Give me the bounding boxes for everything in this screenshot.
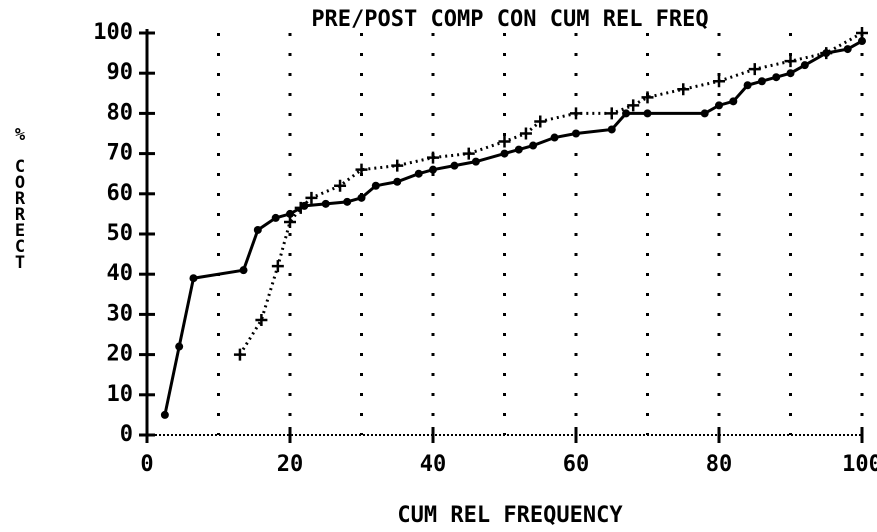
data-point (715, 101, 723, 110)
y-tick-label: 70 (107, 141, 134, 166)
data-point (271, 213, 280, 222)
data-point (393, 177, 402, 186)
data-point (305, 191, 318, 204)
x-tick-label: 60 (563, 452, 590, 477)
data-point (786, 69, 795, 78)
data-point (471, 157, 480, 166)
x-tick-label: 100 (842, 452, 877, 477)
data-point (627, 99, 640, 112)
x-tick-label: 0 (140, 452, 153, 477)
y-tick-label: 0 (120, 422, 133, 447)
data-point (772, 73, 781, 82)
data-point (284, 215, 296, 228)
y-tick-label: 60 (107, 181, 134, 206)
y-tick-label: 10 (107, 382, 134, 407)
y-tick-label: 100 (93, 20, 133, 45)
data-point (233, 348, 246, 361)
data-point (843, 45, 852, 54)
data-point (189, 274, 198, 283)
y-axis-label: % CORRECT (10, 125, 30, 269)
x-tick-label: 20 (277, 452, 304, 477)
data-point (856, 27, 868, 39)
data-point (743, 81, 752, 90)
x-tick-label: 80 (706, 452, 733, 477)
data-line (238, 31, 863, 356)
data-point (286, 209, 294, 218)
y-tick-label: 80 (107, 100, 134, 125)
data-point (550, 133, 559, 142)
data-point (757, 77, 766, 86)
data-point (271, 260, 284, 273)
data-point (414, 169, 423, 178)
data-point (713, 75, 725, 88)
data-point (427, 151, 439, 164)
x-axis-label: CUM REL FREQUENCY (397, 503, 623, 528)
data-point (820, 47, 833, 60)
y-tick-label: 30 (107, 301, 134, 326)
data-point (605, 107, 618, 120)
data-point (643, 109, 652, 118)
data-point (534, 115, 547, 128)
data-point (514, 145, 523, 154)
data-point (641, 91, 654, 104)
data-point (294, 201, 307, 214)
data-point (677, 83, 690, 96)
data-point (570, 107, 582, 120)
x-tick-label: 40 (420, 452, 447, 477)
data-point (160, 410, 169, 419)
y-tick-label: 90 (107, 60, 134, 85)
data-point (498, 135, 511, 148)
data-point (572, 129, 580, 138)
data-point (371, 181, 380, 190)
data-point (784, 55, 797, 68)
data-point (607, 125, 616, 134)
y-tick-label: 40 (107, 261, 134, 286)
data-point (343, 197, 352, 206)
data-point (334, 179, 347, 192)
data-point (450, 161, 459, 170)
data-point (700, 109, 709, 118)
data-point (462, 147, 475, 160)
data-point (622, 109, 631, 118)
y-tick-label: 20 (107, 342, 134, 367)
data-point (253, 225, 262, 234)
data-point (355, 163, 368, 176)
data-point (519, 127, 532, 140)
data-point (529, 141, 538, 150)
data-point (748, 63, 761, 76)
data-point (729, 97, 738, 106)
data-point (357, 193, 366, 202)
data-point (391, 159, 404, 172)
chart-title: PRE/POST COMP CON CUM REL FREQ (311, 7, 708, 32)
data-point (500, 149, 509, 158)
data-point (800, 61, 809, 70)
data-point (321, 199, 330, 208)
data-point (858, 37, 866, 46)
data-point (429, 165, 437, 174)
y-tick-label: 50 (107, 221, 134, 246)
data-point (239, 266, 248, 275)
data-point (175, 342, 184, 351)
data-point (255, 314, 268, 327)
